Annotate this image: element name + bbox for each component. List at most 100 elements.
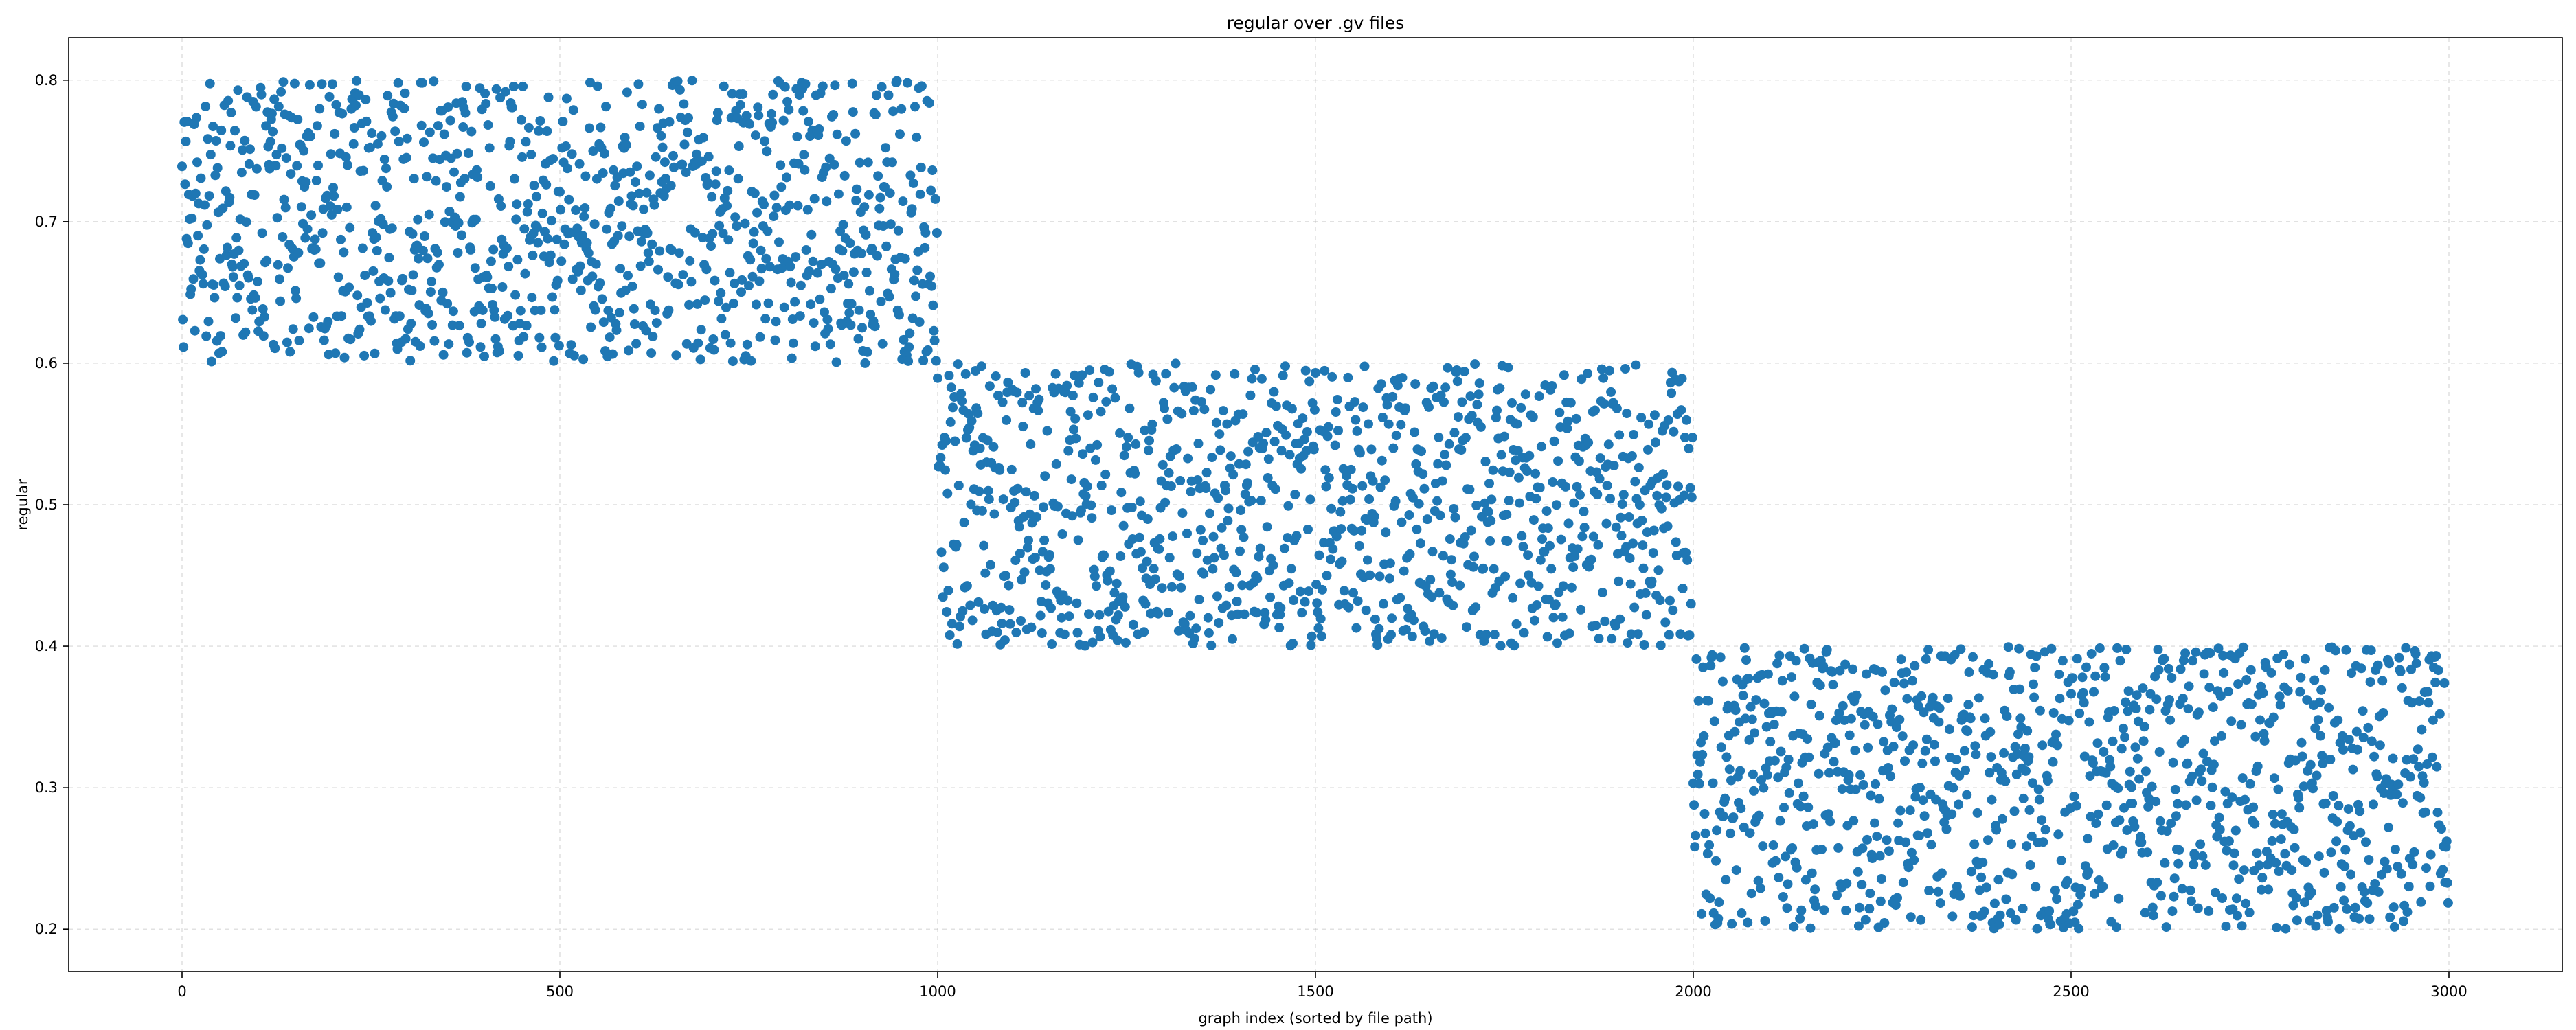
scatter-point (1600, 616, 1610, 626)
scatter-point (2052, 894, 2062, 904)
scatter-point (1774, 873, 1784, 882)
scatter-point (1092, 581, 1101, 591)
scatter-point (2114, 815, 2125, 825)
scatter-point (2432, 808, 2443, 818)
scatter-point (2343, 804, 2353, 814)
scatter-point (1877, 667, 1887, 677)
scatter-point (2395, 666, 2406, 676)
scatter-point (2037, 740, 2048, 751)
scatter-point (1160, 497, 1171, 507)
scatter-point (371, 232, 381, 242)
scatter-point (1182, 528, 1192, 538)
scatter-point (1081, 491, 1091, 501)
scatter-point (1921, 654, 1931, 664)
scatter-point (810, 341, 820, 352)
scatter-point (2344, 735, 2354, 745)
scatter-point (575, 261, 585, 271)
scatter-point (1724, 764, 1735, 775)
scatter-point (831, 264, 841, 274)
scatter-point (1011, 628, 1021, 638)
scatter-point (1954, 799, 1964, 810)
scatter-point (1300, 597, 1310, 607)
scatter-point (1185, 610, 1195, 621)
scatter-point (1236, 505, 1246, 516)
scatter-point (1225, 451, 1236, 461)
scatter-point (191, 113, 201, 123)
scatter-point (723, 235, 734, 245)
scatter-point (1083, 410, 1093, 420)
scatter-point (521, 137, 531, 147)
scatter-point (332, 205, 343, 214)
scatter-point (1784, 788, 1794, 798)
scatter-point (793, 159, 804, 169)
scatter-point (1633, 629, 1643, 639)
scatter-point (792, 132, 802, 141)
scatter-point (2276, 834, 2286, 845)
scatter-point (2317, 751, 2327, 761)
scatter-point (302, 224, 313, 234)
scatter-point (528, 250, 538, 260)
scatter-point (1401, 624, 1411, 634)
scatter-point (1988, 670, 1998, 680)
scatter-point (1379, 599, 1388, 609)
scatter-point (1217, 523, 1227, 533)
scatter-point (1026, 622, 1037, 632)
scatter-point (1637, 516, 1647, 525)
scatter-point (245, 144, 255, 154)
scatter-point (1428, 381, 1438, 391)
scatter-point (574, 159, 585, 169)
scatter-point (1770, 856, 1781, 866)
scatter-point (1105, 566, 1115, 576)
scatter-point (644, 170, 655, 181)
scatter-point (1644, 419, 1654, 429)
scatter-point (247, 305, 258, 315)
scatter-point (1535, 555, 1546, 565)
scatter-point (845, 238, 855, 249)
scatter-point (2199, 669, 2209, 679)
scatter-point (1961, 765, 1970, 775)
scatter-point (1931, 794, 1941, 805)
scatter-point (250, 293, 260, 303)
scatter-point (1101, 396, 1111, 407)
scatter-point (2347, 668, 2357, 678)
scatter-point (2402, 907, 2413, 917)
scatter-point (642, 228, 653, 238)
scatter-point (1252, 573, 1263, 584)
scatter-point (1212, 591, 1222, 602)
y-tick-label: 0.7 (35, 214, 58, 230)
scatter-point (881, 241, 892, 251)
scatter-point (190, 325, 200, 336)
scatter-point (2355, 806, 2365, 816)
scatter-point (2223, 687, 2233, 697)
scatter-point (2274, 691, 2285, 702)
scatter-point (669, 162, 679, 172)
scatter-point (1640, 588, 1651, 598)
scatter-point (763, 298, 773, 308)
scatter-point (488, 244, 499, 255)
scatter-point (1860, 915, 1871, 925)
x-tick-label: 0 (177, 983, 186, 1000)
scatter-point (1655, 595, 1665, 606)
scatter-point (977, 505, 987, 516)
scatter-point (2165, 715, 2176, 725)
scatter-point (786, 277, 796, 288)
scatter-point (1781, 851, 1791, 862)
scatter-point (769, 211, 779, 222)
scatter-point (1127, 503, 1137, 512)
scatter-point (679, 99, 689, 109)
scatter-point (1270, 484, 1280, 494)
scatter-point (1444, 439, 1454, 449)
scatter-point (1787, 843, 1798, 853)
scatter-point (920, 242, 930, 253)
scatter-point (427, 277, 436, 287)
scatter-point (2056, 856, 2066, 866)
scatter-point (1230, 369, 1240, 379)
scatter-point (2156, 891, 2166, 901)
scatter-point (2006, 908, 2015, 918)
scatter-point (1857, 843, 1868, 854)
scatter-point (800, 165, 810, 175)
scatter-point (1228, 470, 1239, 480)
scatter-point (736, 287, 746, 297)
scatter-point (1377, 413, 1388, 422)
scatter-point (1520, 389, 1530, 400)
